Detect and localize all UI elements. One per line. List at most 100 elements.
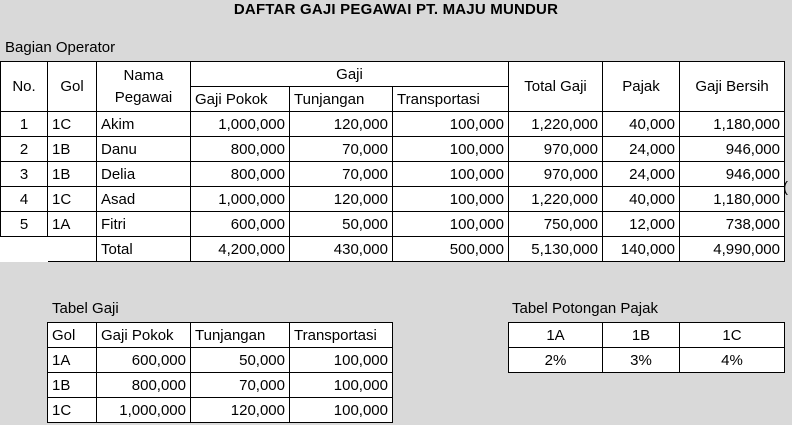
tabel-pajak-label[interactable]: Tabel Potongan Pajak — [512, 300, 658, 317]
total-gaji[interactable]: 5,130,000 — [508, 236, 603, 262]
tabel-gaji-tunjangan[interactable]: 120,000 — [190, 397, 290, 423]
row-bersih[interactable]: 738,000 — [679, 211, 785, 237]
row-gol[interactable]: 1C — [47, 111, 97, 137]
row-pokok[interactable]: 600,000 — [190, 211, 290, 237]
tabel-pajak: 1A 1B 1C 2% 3% 4% — [508, 322, 785, 373]
row-pajak[interactable]: 24,000 — [602, 161, 680, 187]
row-no[interactable]: 1 — [0, 111, 48, 137]
tabel-gaji-pokok[interactable]: 800,000 — [96, 372, 191, 398]
tabel-gaji-transport[interactable]: 100,000 — [289, 347, 393, 373]
row-pokok[interactable]: 800,000 — [190, 136, 290, 162]
row-no[interactable]: 3 — [0, 161, 48, 187]
row-tunjangan[interactable]: 120,000 — [289, 111, 393, 137]
row-no[interactable]: 4 — [0, 186, 48, 212]
row-bersih[interactable]: 1,180,000 — [679, 111, 785, 137]
tabel-pajak-value-1c[interactable]: 4% — [679, 347, 785, 373]
row-no[interactable]: 5 — [0, 211, 48, 237]
row-tunjangan[interactable]: 70,000 — [289, 136, 393, 162]
header-gaji[interactable]: Gaji — [190, 61, 509, 87]
row-tunjangan[interactable]: 50,000 — [289, 211, 393, 237]
header-gaji-pokok[interactable]: Gaji Pokok — [190, 86, 290, 112]
tabel-gaji-gol[interactable]: 1C — [47, 397, 97, 423]
tabel-pajak-header-1c[interactable]: 1C — [679, 322, 785, 348]
tabel-pajak-values: 2% 3% 4% — [508, 347, 785, 373]
header-gol[interactable]: Gol — [47, 61, 97, 112]
tabel-pajak-header: 1A 1B 1C — [508, 322, 785, 348]
tabel-gaji-pokok[interactable]: 1,000,000 — [96, 397, 191, 423]
table-row: 5 1A Fitri 600,000 50,000 100,000 750,000 12,00… — [0, 211, 785, 237]
row-gol[interactable]: 1B — [47, 161, 97, 187]
row-transport[interactable]: 100,000 — [392, 161, 509, 187]
tabel-gaji-gol[interactable]: 1B — [47, 372, 97, 398]
table-cell[interactable] — [47, 236, 97, 262]
tabel-gaji-header-gol[interactable]: Gol — [47, 322, 97, 348]
row-pajak[interactable]: 12,000 — [602, 211, 680, 237]
header-tunjangan[interactable]: Tunjangan — [289, 86, 393, 112]
row-pokok[interactable]: 1,000,000 — [190, 186, 290, 212]
row-nama[interactable]: Fitri — [96, 211, 191, 237]
row-tunjangan[interactable]: 120,000 — [289, 186, 393, 212]
tabel-gaji-header-tunjangan[interactable]: Tunjangan — [190, 322, 290, 348]
row-pajak[interactable]: 40,000 — [602, 111, 680, 137]
total-tunjangan[interactable]: 430,000 — [289, 236, 393, 262]
total-label[interactable]: Total — [96, 236, 191, 262]
header-transportasi[interactable]: Transportasi — [392, 86, 509, 112]
row-total[interactable]: 970,000 — [508, 161, 603, 187]
tabel-gaji-tunjangan[interactable]: 70,000 — [190, 372, 290, 398]
clipped-cell-text: ( — [783, 179, 788, 196]
row-bersih[interactable]: 1,180,000 — [679, 186, 785, 212]
tabel-gaji-transport[interactable]: 100,000 — [289, 397, 393, 423]
row-pokok[interactable]: 800,000 — [190, 161, 290, 187]
tabel-gaji-label[interactable]: Tabel Gaji — [52, 300, 119, 317]
section-label[interactable]: Bagian Operator — [5, 39, 116, 56]
total-row: Total 4,200,000 430,000 500,000 5,130,00… — [1, 236, 785, 262]
sheet-title[interactable]: DAFTAR GAJI PEGAWAI PT. MAJU MUNDUR — [233, 1, 559, 18]
row-pokok[interactable]: 1,000,000 — [190, 111, 290, 137]
row-gol[interactable]: 1A — [47, 211, 97, 237]
tabel-gaji-transport[interactable]: 100,000 — [289, 372, 393, 398]
total-pajak[interactable]: 140,000 — [602, 236, 680, 262]
row-no[interactable]: 2 — [0, 136, 48, 162]
row-gol[interactable]: 1B — [47, 136, 97, 162]
row-bersih[interactable]: 946,000 — [679, 136, 785, 162]
row-total[interactable]: 1,220,000 — [508, 111, 603, 137]
row-pajak[interactable]: 40,000 — [602, 186, 680, 212]
tabel-gaji-pokok[interactable]: 600,000 — [96, 347, 191, 373]
tabel-pajak-value-1b[interactable]: 3% — [602, 347, 680, 373]
row-pajak[interactable]: 24,000 — [602, 136, 680, 162]
row-gol[interactable]: 1C — [47, 186, 97, 212]
row-nama[interactable]: Akim — [96, 111, 191, 137]
row-transport[interactable]: 100,000 — [392, 111, 509, 137]
tabel-gaji-header-transport[interactable]: Transportasi — [289, 322, 393, 348]
row-transport[interactable]: 100,000 — [392, 211, 509, 237]
table-row: 3 1B Delia 800,000 70,000 100,000 970,000 24,00… — [0, 161, 785, 187]
row-transport[interactable]: 100,000 — [392, 136, 509, 162]
table-cell[interactable] — [1, 237, 48, 262]
row-transport[interactable]: 100,000 — [392, 186, 509, 212]
header-gaji-bersih[interactable]: Gaji Bersih — [679, 61, 785, 112]
row-total[interactable]: 1,220,000 — [508, 186, 603, 212]
header-total-gaji[interactable]: Total Gaji — [508, 61, 603, 112]
row-nama[interactable]: Delia — [96, 161, 191, 187]
tabel-gaji-header-pokok[interactable]: Gaji Pokok — [96, 322, 191, 348]
total-transport[interactable]: 500,000 — [392, 236, 509, 262]
total-pokok[interactable]: 4,200,000 — [190, 236, 290, 262]
tabel-gaji-header: Gol Gaji Pokok Tunjangan Transportasi — [47, 322, 393, 348]
tabel-gaji-gol[interactable]: 1A — [47, 347, 97, 373]
total-bersih[interactable]: 4,990,000 — [679, 236, 785, 262]
tabel-pajak-header-1a[interactable]: 1A — [508, 322, 603, 348]
row-total[interactable]: 750,000 — [508, 211, 603, 237]
tabel-gaji-tunjangan[interactable]: 50,000 — [190, 347, 290, 373]
row-bersih[interactable]: 946,000 — [679, 161, 785, 187]
header-nama-line2: Pegawai — [114, 88, 173, 106]
row-nama[interactable]: Danu — [96, 136, 191, 162]
header-no[interactable]: No. — [0, 61, 48, 112]
header-nama[interactable]: Nama Pegawai — [96, 61, 191, 112]
tabel-pajak-value-1a[interactable]: 2% — [508, 347, 603, 373]
row-nama[interactable]: Asad — [96, 186, 191, 212]
header-pajak[interactable]: Pajak — [602, 61, 680, 112]
tabel-pajak-header-1b[interactable]: 1B — [602, 322, 680, 348]
row-total[interactable]: 970,000 — [508, 136, 603, 162]
row-tunjangan[interactable]: 70,000 — [289, 161, 393, 187]
tabel-gaji: Gol Gaji Pokok Tunjangan Transportasi 1A… — [47, 322, 393, 423]
